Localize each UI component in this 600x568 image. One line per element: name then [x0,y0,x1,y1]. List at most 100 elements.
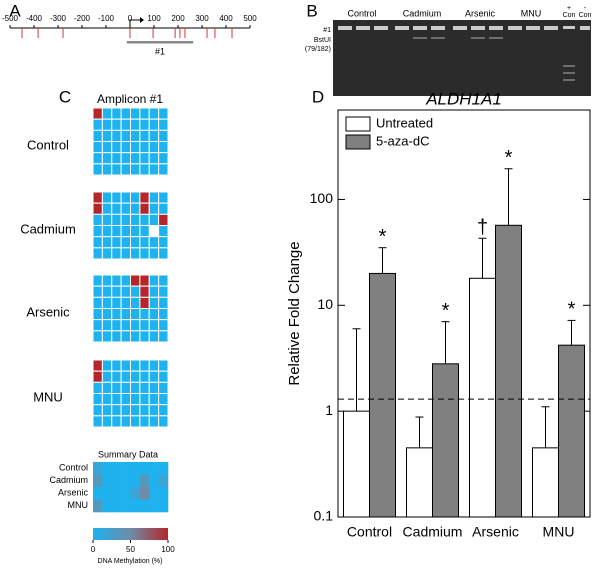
map-tick-label: 400 [219,14,233,23]
heatmap-cell [158,129,169,142]
summary-cell [121,487,131,500]
heatmap-cell [130,285,141,298]
heatmap-cell [111,330,122,343]
heatmap-cell [92,415,103,428]
heatmap-cell [101,118,113,131]
heatmap-cell [139,213,150,226]
heatmap-cell [111,393,122,406]
heatmap-cell [101,225,113,238]
heatmap-cell [92,330,103,343]
summary-cell [130,487,141,500]
heatmap-cell [120,118,131,131]
heatmap-cell [139,118,150,131]
summary-cell [121,499,131,513]
summary-cell [102,474,113,488]
heatmap-cell [158,247,169,260]
summary-cell [111,487,122,500]
heatmap-cell [158,296,169,310]
colorbar-tick-label: 0 [91,545,96,554]
amplicon-label: #1 [155,46,165,56]
bar [558,344,585,518]
heatmap-cell [111,163,122,176]
heatmap-cell [148,381,160,395]
heatmap-cell [139,129,150,142]
significance-marker: * [568,299,576,321]
summary-cell [149,487,159,500]
heatmap-cell [130,225,141,238]
heatmap-cell [158,118,169,131]
heatmap-cell [148,330,160,343]
summary-cell [139,499,150,513]
heatmap-cell [101,415,113,428]
y-tick-label: 1 [325,402,333,418]
plot-frame [337,109,591,518]
heatmap-cell [92,107,103,120]
heatmap-cell [111,308,122,321]
heatmap-cell [101,202,113,215]
heatmap-cell [120,393,131,406]
heatmap-cell [130,118,141,131]
y-tick-label: 10 [317,296,333,312]
summary-row-label: Arsenic [58,488,89,498]
heatmap-cell [111,247,122,260]
heatmap-cell [139,141,150,154]
heatmap-cell [101,404,113,417]
heatmap-cell [111,381,122,395]
heatmap-cell [130,359,141,372]
heatmap-cell [139,163,150,176]
heatmap-cell [139,247,150,260]
heatmap-cell [120,191,131,204]
bar [495,224,522,518]
map-tick-label: -300 [50,14,67,23]
x-tick-label: Control [347,524,392,540]
bar [343,410,370,518]
heatmap-cell [158,107,169,120]
heatmap-cell [111,370,122,383]
heatmap-cell [148,247,160,260]
heatmap-cell [158,381,169,395]
summary-cell [130,474,141,488]
heatmap-cell [139,415,150,428]
heatmap-cell [101,191,113,204]
heatmap-cell [120,213,131,226]
heatmap-cell [101,370,113,383]
summary-cell [102,499,113,513]
heatmap-cell [101,236,113,249]
heatmap-cell [92,285,103,298]
heatmap-cell [120,285,131,298]
y-tick-label: 0.1 [314,508,334,524]
heatmap-cell [101,152,113,165]
heatmap-cell [130,163,141,176]
heatmap-group-label: MNU [33,389,63,404]
heatmap-cell [158,202,169,215]
heatmap-cell [120,236,131,249]
heatmap-cell [130,247,141,260]
heatmap-cell [158,274,169,287]
heatmap-cell [158,225,169,238]
heatmap-cell [111,404,122,417]
heatmap-cell [101,319,113,332]
heatmap-cell [130,415,141,428]
heatmap-cell [158,319,169,332]
gel-control-label: Con [563,12,576,19]
heatmap-cell [101,381,113,395]
heatmap-cell [158,308,169,321]
heatmap-cell [92,247,103,260]
summary-cell [121,462,131,475]
legend-swatch [345,116,371,132]
heatmap-cell [111,415,122,428]
summary-row-label: Control [59,463,88,473]
heatmap-cell [158,370,169,383]
summary-cell [139,474,150,488]
heatmap-cell [120,370,131,383]
summary-cell [121,474,131,488]
gel-faint-bands [413,37,575,81]
tss-arrowhead [140,17,144,23]
heatmap-cell [92,404,103,417]
amplicon [126,41,194,44]
heatmap-cell [139,191,150,204]
heatmap-cell [148,202,160,215]
summary-cell [93,474,103,488]
heatmap-cell [130,202,141,215]
summary-cell [93,462,103,475]
